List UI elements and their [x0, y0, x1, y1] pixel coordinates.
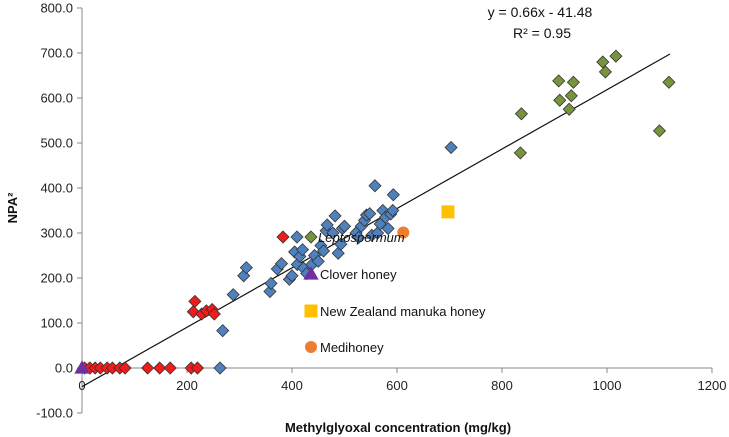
y-tick-label: 300.0: [40, 226, 73, 241]
x-axis-title: Methylglyoxal concentration (mg/kg): [285, 420, 511, 435]
data-point: [441, 205, 455, 219]
data-point: [320, 218, 334, 232]
data-point: [514, 107, 528, 121]
data-point: [553, 93, 567, 107]
legend-marker: [290, 230, 304, 244]
data-point: [295, 243, 310, 257]
data-point: [153, 361, 167, 375]
y-tick-label: -100.0: [36, 406, 73, 421]
data-point: [188, 294, 202, 308]
legend-marker: [305, 341, 317, 353]
x-tick-label: 400: [281, 378, 303, 393]
trendline: [81, 53, 671, 388]
data-point: [141, 361, 155, 375]
data-point: [207, 307, 221, 321]
data-point: [163, 361, 177, 375]
legend-marker: [304, 304, 318, 318]
y-tick-label: 700.0: [40, 46, 73, 61]
data-point: [274, 257, 289, 271]
legend-marker: [276, 230, 290, 244]
trendline-group: [81, 53, 671, 388]
data-point: [397, 226, 410, 239]
data-point: [239, 261, 253, 275]
x-tick-label: 0: [78, 378, 85, 393]
x-tick-label: 200: [176, 378, 198, 393]
data-point: [190, 361, 205, 375]
data-point: [352, 230, 366, 245]
data-point: [381, 221, 395, 236]
data-point: [363, 207, 377, 221]
data-point: [216, 324, 230, 338]
data-point: [334, 237, 348, 251]
legend-label: Clover honey: [320, 267, 397, 282]
data-point: [285, 269, 299, 283]
data-point: [513, 146, 527, 160]
data-point: [226, 288, 240, 302]
data-point: [562, 102, 576, 116]
data-point: [662, 75, 676, 89]
legend-label: Medihoney: [320, 340, 384, 355]
axes: -100.0 0.0 100.0 200.0 300.0 400.0 500.0 600.0 7…: [36, 1, 726, 421]
data-point: [598, 65, 612, 79]
data-point: [263, 284, 277, 299]
legend-label: New Zealand manuka honey: [320, 304, 486, 319]
data-point: [552, 74, 566, 88]
y-tick-label: 800.0: [40, 1, 73, 16]
data-point: [386, 188, 400, 202]
data-point: [337, 219, 352, 233]
legend-marker: [304, 230, 318, 244]
data-point: [118, 361, 132, 375]
data-point: [609, 49, 623, 63]
data-point: [596, 55, 610, 69]
x-tick-label: 600: [386, 378, 408, 393]
y-tick-label: 200.0: [40, 271, 73, 286]
data-point: [386, 203, 400, 218]
data-point: [326, 226, 340, 240]
data-point: [566, 75, 580, 89]
x-tick-label: 1000: [593, 378, 622, 393]
data-point: [213, 361, 227, 375]
data-point: [564, 89, 578, 103]
y-tick-label: 500.0: [40, 136, 73, 151]
x-tick-label: 1200: [698, 378, 727, 393]
y-tick-label: 0.0: [55, 361, 73, 376]
legend-label: Leptospermum: [318, 230, 405, 245]
data-points: [74, 49, 676, 375]
y-tick-label: 600.0: [40, 91, 73, 106]
data-point: [264, 276, 278, 290]
data-point: [316, 244, 331, 258]
data-point: [652, 124, 667, 138]
x-tick-label: 800: [491, 378, 513, 393]
data-point: [328, 209, 342, 223]
data-point: [311, 254, 325, 268]
legend-marker: [303, 266, 319, 280]
y-tick-label: 100.0: [40, 316, 73, 331]
data-point: [444, 140, 458, 155]
legend: Leptospermum Clover honey New Zealand manu…: [276, 230, 486, 355]
y-axis-title: NPA²: [5, 192, 20, 223]
trendline-equation: y = 0.66x - 41.48: [488, 4, 593, 20]
trendline-r-squared: R² = 0.95: [513, 25, 571, 41]
data-point: [368, 179, 382, 193]
y-tick-label: 400.0: [40, 181, 73, 196]
data-point: [74, 360, 90, 374]
